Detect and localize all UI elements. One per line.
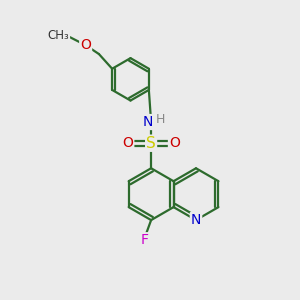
Text: O: O bbox=[122, 136, 133, 150]
Text: S: S bbox=[146, 136, 156, 151]
Text: N: N bbox=[191, 213, 201, 227]
Text: CH₃: CH₃ bbox=[47, 29, 69, 42]
Text: H: H bbox=[156, 113, 165, 126]
Text: O: O bbox=[169, 136, 180, 150]
Text: N: N bbox=[142, 115, 153, 129]
Text: O: O bbox=[80, 38, 91, 52]
Text: F: F bbox=[141, 233, 149, 247]
